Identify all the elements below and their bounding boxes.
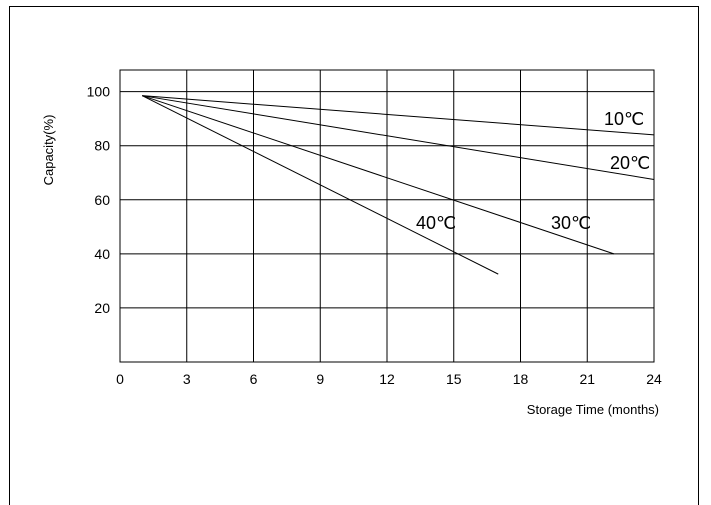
grid-lines [120,70,654,362]
y-tick-label: 60 [94,192,110,208]
x-tick-label: 21 [579,371,595,387]
y-tick-label: 40 [94,246,110,262]
series-label-30: 30℃ [551,213,591,233]
x-tick-label: 6 [250,371,258,387]
series-label-10: 10℃ [604,109,644,129]
series-line-10 [142,95,655,136]
series-line-30 [142,95,615,255]
y-tick-label: 100 [87,84,111,100]
x-axis-title: Storage Time (months) [527,402,659,417]
series-label-40: 40℃ [416,213,456,233]
series-lines [142,95,655,275]
plot-area [119,69,655,363]
series-labels: 10℃ 20℃ 30℃ 40℃ [416,109,650,233]
chart-frame [9,6,699,505]
x-tick-label: 12 [379,371,395,387]
x-tick-label: 24 [646,371,662,387]
x-axis-ticks: 0 3 6 9 12 15 18 21 24 [116,371,662,387]
x-tick-label: 18 [513,371,529,387]
y-tick-label: 20 [94,300,110,316]
x-tick-label: 0 [116,371,124,387]
series-line-20 [142,95,655,180]
y-axis-title: Capacity(%) [41,115,56,186]
series-label-20: 20℃ [610,153,650,173]
x-tick-label: 9 [316,371,324,387]
x-tick-label: 3 [183,371,191,387]
series-line-40 [142,95,499,275]
y-axis-ticks: 20 40 60 80 100 [87,84,111,316]
y-tick-label: 80 [94,138,110,154]
x-tick-label: 15 [446,371,462,387]
